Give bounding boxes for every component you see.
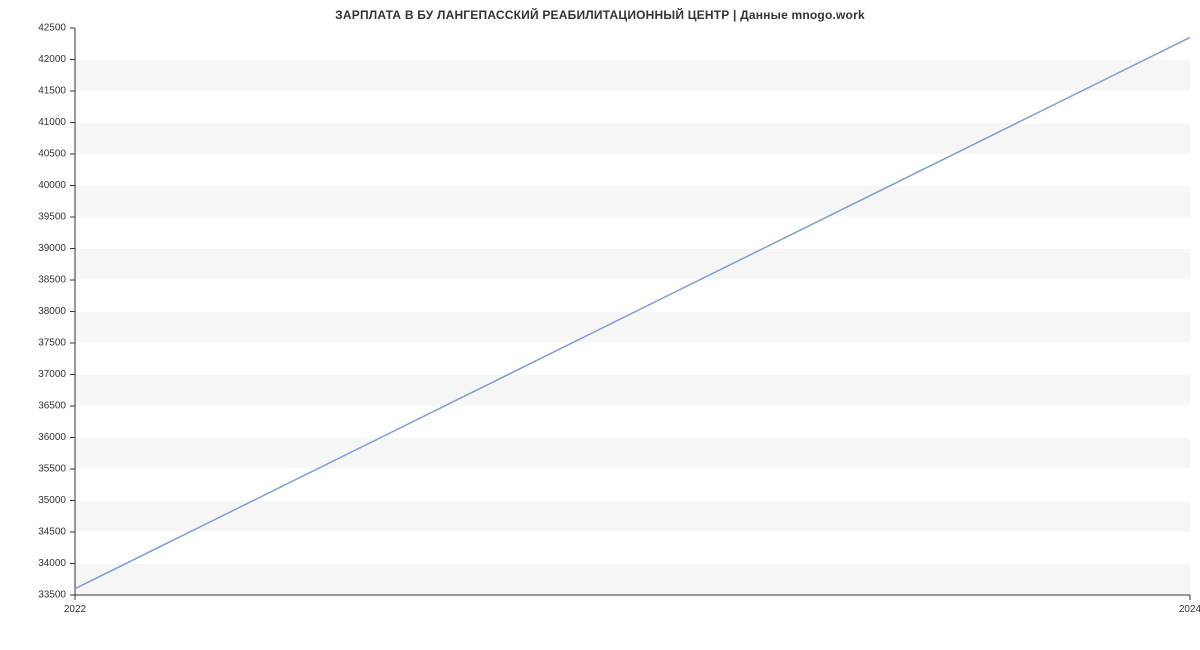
y-tick-label: 34000 [38,558,66,569]
y-tick-label: 41000 [38,117,66,128]
chart-title: ЗАРПЛАТА В БУ ЛАНГЕПАССКИЙ РЕАБИЛИТАЦИОН… [0,0,1200,22]
y-tick-label: 36500 [38,401,66,412]
y-tick-label: 39500 [38,212,66,223]
y-tick-label: 35000 [38,495,66,506]
y-tick-label: 40000 [38,180,66,191]
y-tick-label: 41500 [38,86,66,97]
y-tick-label: 40500 [38,149,66,160]
x-tick-label: 2022 [64,604,87,615]
y-tick-label: 38500 [38,275,66,286]
y-tick-label: 39000 [38,243,66,254]
chart-container: 33500 34000 34500 35000 35500 36000 36500 37000… [0,22,1200,644]
y-tick-label: 38000 [38,306,66,317]
line-chart: 33500 34000 34500 35000 35500 36000 36500 37000… [0,22,1200,644]
y-tick-label: 35500 [38,464,66,475]
y-tick-label: 37500 [38,338,66,349]
y-tick-label: 37000 [38,369,66,380]
y-tick-label: 42000 [38,54,66,65]
x-tick-label: 2024 [1179,604,1200,615]
y-tick-label: 42500 [38,23,66,34]
y-tick-label: 36000 [38,432,66,443]
y-tick-label: 33500 [38,590,66,601]
y-tick-label: 34500 [38,527,66,538]
